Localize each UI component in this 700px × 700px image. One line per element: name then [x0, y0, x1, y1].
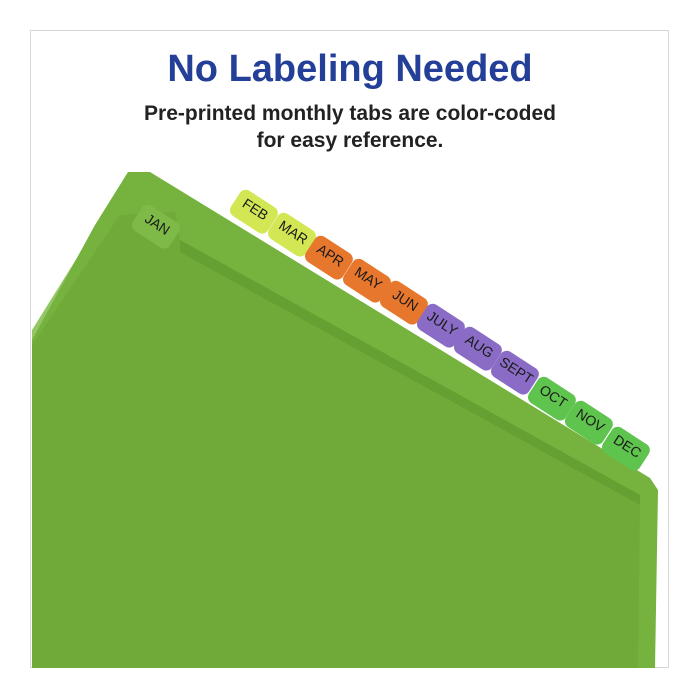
front-divider — [32, 212, 640, 668]
tab-background — [267, 212, 316, 257]
subtitle: Pre-printed monthly tabs are color-coded… — [0, 100, 700, 154]
tab-background — [527, 376, 576, 421]
tab-background — [131, 204, 180, 249]
tab-background — [490, 350, 539, 395]
subtitle-line-2: for easy reference. — [256, 129, 444, 152]
tab-background — [564, 400, 613, 445]
tab-background — [601, 426, 650, 471]
tab-background — [416, 303, 465, 348]
tab-background — [453, 326, 502, 371]
tab-background — [229, 189, 278, 234]
tab-background — [304, 235, 353, 280]
tab-background — [342, 258, 391, 303]
subtitle-line-1: Pre-printed monthly tabs are color-coded — [144, 102, 556, 125]
tab-feb[interactable]: FEB — [227, 187, 280, 236]
tab-background — [379, 280, 428, 325]
page-title: No Labeling Needed — [167, 48, 533, 90]
tab-aug[interactable]: AUG — [451, 324, 504, 373]
front-divider-shade — [180, 240, 640, 505]
